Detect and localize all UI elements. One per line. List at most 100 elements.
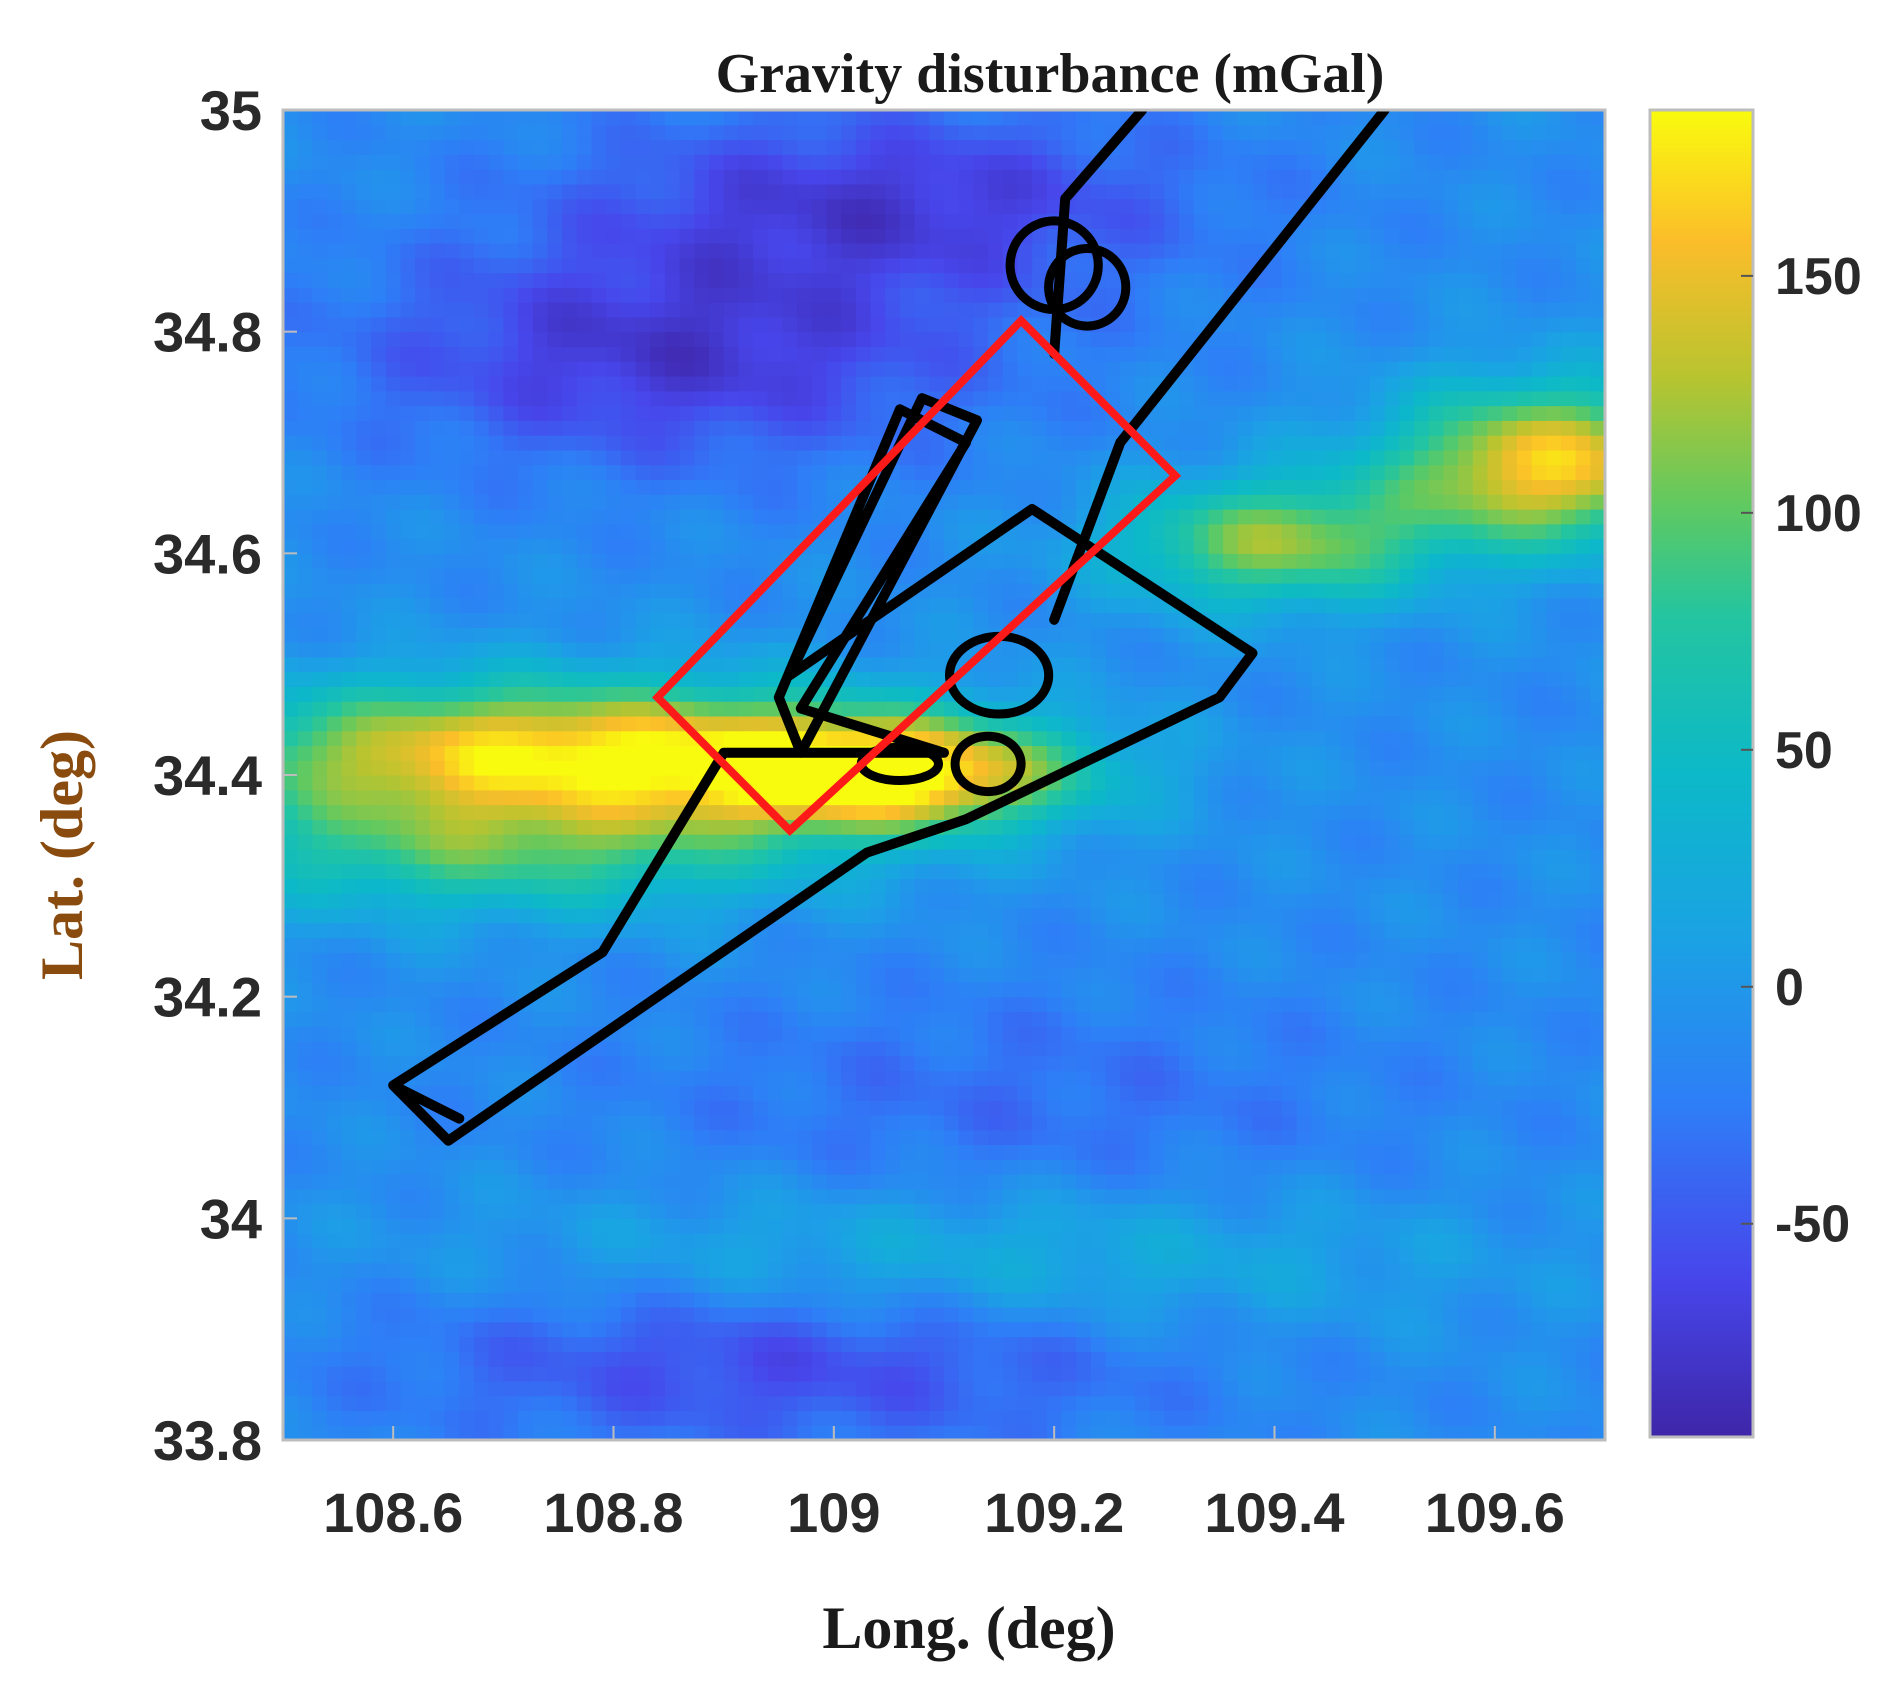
heatmap-cell <box>1369 1174 1386 1190</box>
heatmap-cell <box>1399 819 1415 835</box>
heatmap-cell <box>1546 715 1562 732</box>
heatmap-cell <box>1340 1203 1356 1219</box>
heatmap-cell <box>855 804 872 820</box>
heatmap-cell <box>444 937 460 953</box>
heatmap-cell <box>1208 715 1224 732</box>
heatmap-cell <box>1179 834 1195 850</box>
heatmap-cell <box>914 1159 930 1175</box>
heatmap-cell <box>782 1011 798 1027</box>
heatmap-cell <box>283 1321 299 1338</box>
heatmap-cell <box>1149 1159 1165 1175</box>
heatmap-cell <box>341 1277 358 1293</box>
heatmap-cell <box>1281 627 1298 643</box>
heatmap-cell <box>312 834 328 850</box>
heatmap-cell <box>1443 1336 1459 1352</box>
heatmap-cell <box>1281 878 1298 894</box>
heatmap-cell <box>1193 1351 1209 1367</box>
heatmap-cell <box>1560 671 1577 687</box>
heatmap-cell <box>1237 922 1254 939</box>
heatmap-cell <box>1472 804 1489 820</box>
heatmap-cell <box>1017 1351 1033 1367</box>
heatmap-cell <box>1120 863 1136 880</box>
heatmap-cell <box>1179 1055 1195 1072</box>
heatmap-cell <box>356 627 372 643</box>
heatmap-cell <box>591 908 607 924</box>
heatmap-cell <box>1208 1307 1224 1323</box>
heatmap-cell <box>635 804 651 820</box>
heatmap-cell <box>988 1144 1004 1160</box>
heatmap-cell <box>1237 715 1254 732</box>
heatmap-cell <box>1179 686 1195 702</box>
heatmap-cell <box>1355 1262 1371 1279</box>
heatmap-cell <box>1017 1203 1033 1219</box>
heatmap-cell <box>738 1218 754 1234</box>
heatmap-cell <box>1046 701 1063 717</box>
heatmap-cell <box>1105 1351 1121 1367</box>
heatmap-cell <box>473 1425 490 1440</box>
heatmap-cell <box>1061 1321 1077 1338</box>
heatmap-cell <box>723 1159 739 1175</box>
heatmap-cell <box>312 745 328 761</box>
heatmap-cell <box>973 1425 989 1440</box>
heatmap-cell <box>488 1174 504 1190</box>
heatmap-cell <box>1296 1041 1312 1057</box>
heatmap-cell <box>723 863 739 880</box>
heatmap-cell <box>1399 1366 1415 1382</box>
heatmap-cell <box>1267 671 1283 687</box>
heatmap-cell <box>1369 1233 1386 1249</box>
heatmap-cell <box>1399 1159 1415 1175</box>
heatmap-cell <box>1502 819 1518 835</box>
heatmap-cell <box>1546 1292 1562 1308</box>
heatmap-cell <box>1267 878 1283 894</box>
heatmap-cell <box>1179 1425 1195 1440</box>
heatmap-cell <box>885 804 901 820</box>
heatmap-cell <box>620 1351 637 1367</box>
heatmap-cell <box>767 1247 784 1264</box>
heatmap-cell <box>694 1174 710 1190</box>
heatmap-cell <box>973 967 989 983</box>
heatmap-cell <box>503 804 519 820</box>
heatmap-cell <box>1017 981 1033 998</box>
heatmap-cell <box>929 730 945 747</box>
heatmap-cell <box>1384 1055 1400 1072</box>
heatmap-cell <box>841 1292 857 1308</box>
heatmap-cell <box>1369 1144 1386 1160</box>
heatmap-cell <box>562 730 578 747</box>
heatmap-cell <box>1076 937 1092 953</box>
heatmap-cell <box>1502 922 1518 939</box>
heatmap-cell <box>1002 1085 1019 1101</box>
heatmap-cell <box>1443 848 1459 865</box>
heatmap-cell <box>473 819 490 835</box>
heatmap-cell <box>327 967 343 983</box>
heatmap-cell <box>415 715 431 732</box>
heatmap-cell <box>1414 1380 1430 1397</box>
heatmap-cell <box>1296 1114 1312 1131</box>
heatmap-cell <box>503 1218 519 1234</box>
heatmap-cell <box>1575 996 1591 1013</box>
heatmap-cell <box>297 937 313 953</box>
heatmap-cell <box>415 1410 431 1426</box>
heatmap-cell <box>1384 1188 1400 1205</box>
heatmap-cell <box>1105 686 1121 702</box>
heatmap-cell <box>532 1410 548 1426</box>
heatmap-cell <box>1223 1247 1239 1264</box>
heatmap-cell <box>415 745 431 761</box>
heatmap-cell <box>1355 1100 1371 1116</box>
heatmap-cell <box>1223 760 1239 776</box>
heatmap-cell <box>1340 893 1356 909</box>
heatmap-cell <box>1296 1174 1312 1190</box>
heatmap-cell <box>606 760 622 776</box>
heatmap-cell <box>1237 1410 1254 1426</box>
heatmap-cell <box>1002 1380 1019 1397</box>
heatmap-cell <box>1032 1203 1048 1219</box>
heatmap-cell <box>620 878 637 894</box>
heatmap-cell <box>1443 1203 1459 1219</box>
heatmap-cell <box>429 671 446 687</box>
heatmap-cell <box>664 1336 681 1352</box>
heatmap-cell <box>944 1026 960 1042</box>
heatmap-cell <box>753 1233 769 1249</box>
heatmap-cell <box>1149 789 1165 806</box>
heatmap-cell <box>1575 1203 1591 1219</box>
heatmap-cell <box>855 671 872 687</box>
heatmap-cell <box>1281 760 1298 776</box>
